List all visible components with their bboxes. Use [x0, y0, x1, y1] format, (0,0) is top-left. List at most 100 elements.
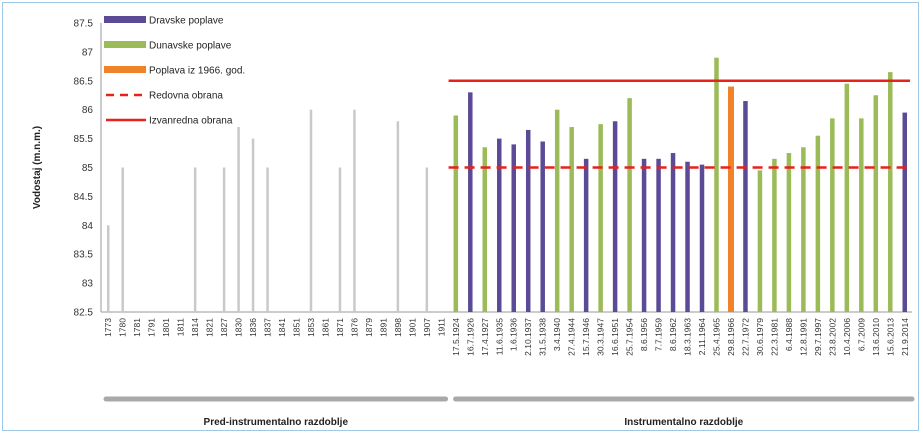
bar-dunav [815, 135, 821, 312]
y-tick-label: 85 [82, 163, 94, 174]
x-tick-label: 25.4.1965 [711, 318, 721, 356]
x-tick-label: 29.8.1966 [726, 318, 736, 356]
bar-historic [222, 167, 226, 312]
x-tick-label: 8.6.1956 [639, 318, 649, 351]
x-tick-label: 13.6.2010 [871, 318, 881, 356]
x-tick-label: 10.4.2006 [842, 318, 852, 356]
bar-historic [396, 121, 400, 312]
y-tick-label: 86 [82, 105, 94, 116]
x-tick-label: 1837 [263, 318, 273, 337]
x-tick-labels: 1773 1780 1781 1791 1801 1811 1814 1821 1827 1830… [103, 318, 910, 356]
x-tick-label: 1836 [248, 318, 258, 337]
y-tick-label: 84.5 [74, 192, 94, 203]
bar-dunav [772, 158, 777, 312]
bar-dunav [801, 147, 806, 312]
bar-dunav [873, 95, 879, 312]
legend-swatch [104, 66, 146, 73]
bar-drava [468, 92, 473, 312]
y-axis-title-group: Vodostaj (m.n.m.) [32, 126, 43, 209]
x-tick-label: 30.6.1979 [755, 318, 765, 356]
bar-historic [237, 115, 240, 312]
bar-drava [699, 164, 705, 312]
bar-drava [612, 121, 618, 312]
x-tick-label: 31.5.1938 [538, 318, 548, 356]
legend-label: Dravske poplave [149, 16, 224, 27]
y-tick-label: 84 [82, 221, 94, 232]
legend-swatch [104, 41, 146, 48]
x-tick-label: 1879 [364, 318, 374, 337]
bar-historic [309, 109, 313, 312]
y-tick-label: 87 [82, 47, 94, 58]
x-tick-label: 15.6.2013 [885, 318, 895, 356]
x-tick-label: 2.11.1964 [697, 318, 707, 355]
x-tick-label: 1827 [219, 318, 229, 337]
y-tick-labels: 82.5 83 83.5 84 84.5 85 85.5 86 86.5 87 87.5 [74, 19, 94, 319]
x-tick-label: 1.6.1936 [509, 318, 519, 351]
x-tick-label: 1891 [378, 318, 388, 337]
x-tick-label: 29.7.1997 [813, 318, 823, 356]
y-axis-title: Vodostaj (m.n.m.) [32, 126, 43, 209]
x-tick-label: 1898 [393, 318, 403, 337]
x-tick-label: 22.7.1972 [740, 318, 750, 356]
x-tick-label: 8.6.1962 [668, 318, 678, 351]
x-tick-label: 1876 [349, 318, 359, 337]
x-tick-label: 1780 [118, 318, 128, 337]
period-label: Pred-instrumentalno razdoblje [204, 417, 349, 428]
x-tick-label: 23.8.2002 [827, 318, 837, 356]
x-tick-label: 1861 [320, 318, 330, 337]
legend-swatch [104, 16, 146, 23]
x-tick-label: 15.7.1946 [581, 318, 591, 356]
x-tick-label: 1814 [190, 318, 200, 337]
frame-border [2, 2, 919, 431]
bar-dunav [714, 57, 719, 313]
bar-dunav [888, 72, 893, 312]
bar-dunav [598, 124, 603, 313]
legend: Dravske poplave Dunavske poplave Poplava i… [102, 9, 282, 127]
x-tick-label: 30.3.1947 [596, 318, 606, 356]
bar-dunav [453, 115, 459, 312]
bar-drava [540, 141, 545, 312]
x-tick-label: 1830 [234, 318, 244, 337]
legend-label: Poplava iz 1966. god. [149, 66, 245, 77]
x-tick-label: 1901 [407, 318, 417, 337]
bar-drava [511, 144, 516, 312]
y-tick-label: 83 [82, 279, 94, 290]
bar-drava [902, 112, 908, 312]
x-tick-label: 18.3.1963 [683, 318, 693, 356]
x-tick-label: 6.7.2009 [856, 318, 866, 351]
period-label: Instrumentalno razdoblje [624, 417, 743, 428]
x-tick-label: 1911 [436, 318, 446, 337]
reference-lines [448, 79, 910, 169]
x-tick-label: 11.6.1935 [494, 318, 504, 355]
bar-dunav [859, 118, 864, 313]
bar-drava [583, 158, 589, 312]
x-tick-label: 1841 [277, 318, 287, 337]
bar-dunav [757, 170, 763, 312]
bar-drava [641, 158, 647, 312]
x-tick-label: 22.3.1981 [769, 318, 779, 356]
y-tick-label: 83.5 [74, 250, 94, 261]
bars [106, 57, 908, 313]
x-tick-label: 21.9.2014 [900, 318, 910, 356]
bar-dunav [554, 109, 560, 312]
x-tick-label: 3.4.1940 [552, 318, 562, 351]
x-tick-label: 1791 [147, 318, 157, 337]
x-tick-label: 7.7.1959 [654, 318, 664, 351]
x-tick-label: 1851 [292, 318, 302, 337]
legend-label: Dunavske poplave [149, 41, 232, 52]
x-tick-label: 2.10.1937 [523, 318, 533, 356]
bar-historic [106, 225, 110, 312]
bar-historic [338, 167, 342, 312]
bar-dunav [482, 147, 488, 312]
bar-dunav [569, 127, 574, 312]
bar-drava [743, 101, 748, 312]
x-tick-label: 17.4.1927 [480, 318, 490, 356]
x-tick-label: 6.4.1988 [784, 318, 794, 351]
bar-historic [353, 109, 356, 312]
x-tick-label: 1853 [306, 318, 316, 337]
period-bars: Pred-instrumentalno razdoblje Instrumenta… [103, 396, 915, 428]
x-tick-label: 1871 [335, 318, 345, 337]
bar-drava [670, 153, 676, 312]
